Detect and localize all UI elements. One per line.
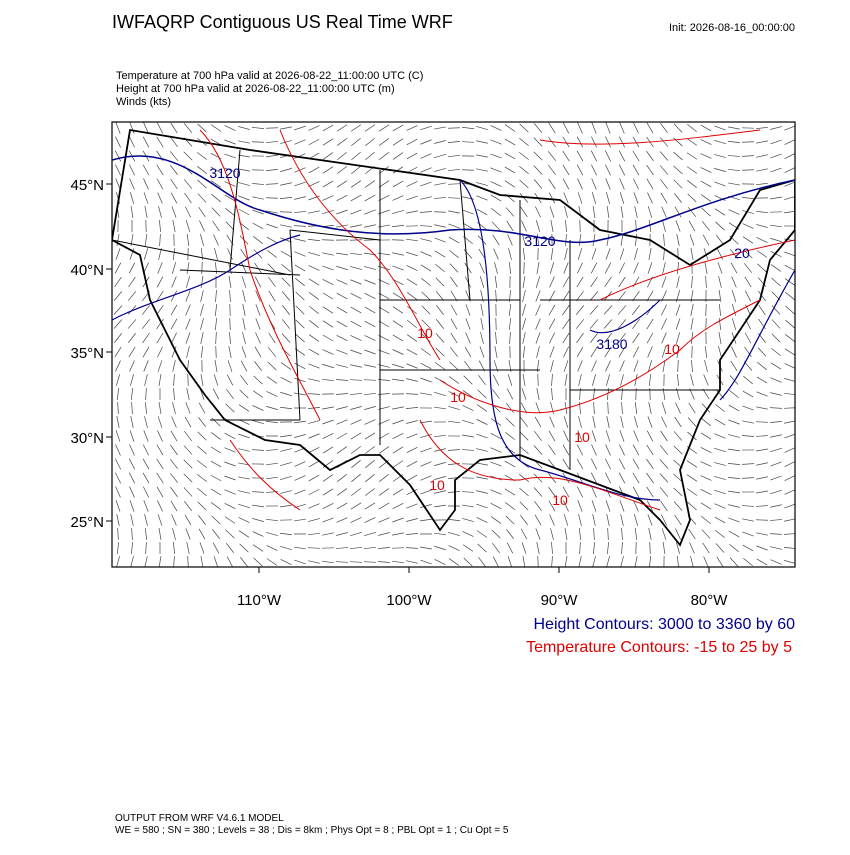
field-label: Temperature at 700 hPa valid at 2026-08-…: [116, 70, 423, 82]
footer-line: OUTPUT FROM WRF V4.6.1 MODEL: [115, 813, 284, 824]
latitude-label: 25°N: [70, 514, 104, 531]
title: IWFAQRP Contiguous US Real Time WRF: [112, 12, 453, 32]
latitude-label: 45°N: [70, 177, 104, 194]
init-time: Init: 2026-08-16_00:00:00: [669, 22, 795, 34]
longitude-label: 80°W: [691, 592, 729, 609]
latitude-label: 40°N: [70, 262, 104, 279]
contour-label: 10: [417, 325, 433, 341]
contour-label: 10: [429, 477, 445, 493]
longitude-label: 100°W: [386, 592, 432, 609]
contour-label: 20: [734, 245, 750, 261]
contour-label: 10: [574, 429, 590, 445]
contour-label: 3180: [596, 336, 627, 352]
footer-line: WE = 580 ; SN = 380 ; Levels = 38 ; Dis …: [115, 825, 509, 836]
latitude-label: 35°N: [70, 345, 104, 362]
field-label: Winds (kts): [116, 96, 171, 108]
contour-label: 10: [664, 341, 680, 357]
contour-label: 10: [450, 389, 466, 405]
contour-label: 10: [552, 492, 568, 508]
latitude-label: 30°N: [70, 430, 104, 447]
legend-temperature: Temperature Contours: -15 to 25 by 5: [526, 639, 792, 656]
longitude-label: 90°W: [541, 592, 579, 609]
longitude-label: 110°W: [237, 592, 282, 609]
legend-height: Height Contours: 3000 to 3360 by 60: [533, 616, 795, 633]
field-label: Height at 700 hPa valid at 2026-08-22_11…: [116, 83, 395, 95]
contour-label: 3120: [524, 233, 555, 249]
contour-label: 3120: [209, 165, 240, 181]
